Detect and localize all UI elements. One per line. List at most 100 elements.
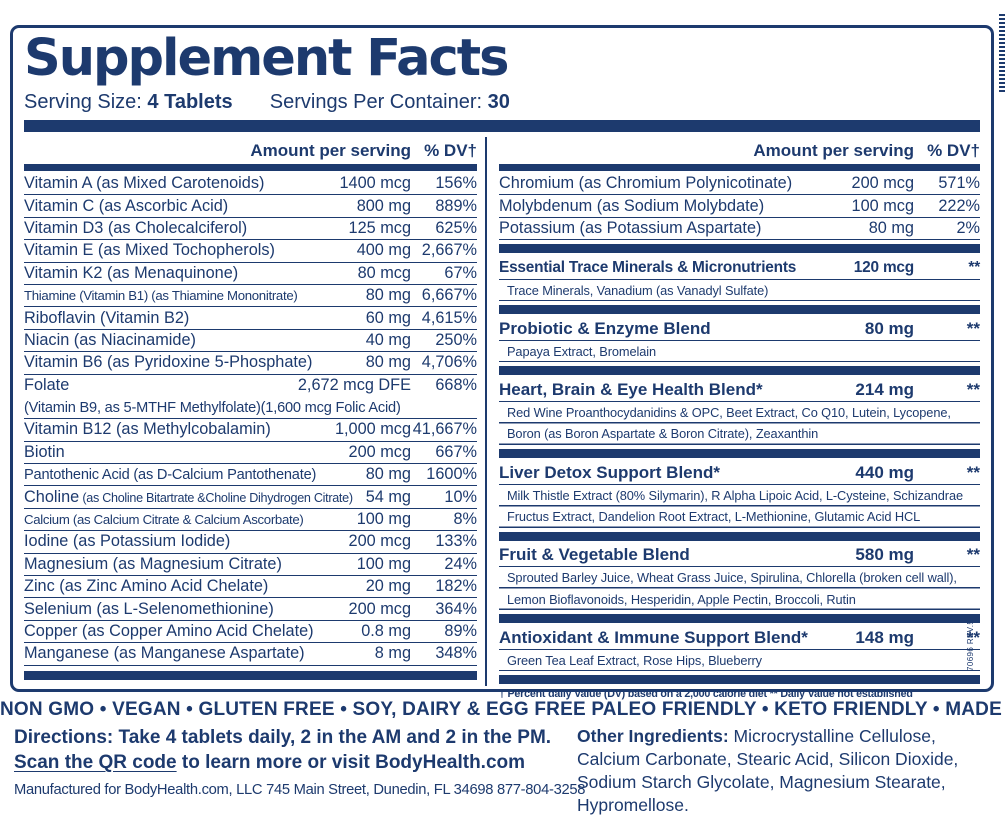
dv-footnote: † Percent daily Value (DV) based on a 2,… [499, 688, 913, 701]
nutrient-row: Folate 2,672 mcg DFE 668% [24, 375, 477, 397]
nutrient-dv: 364% [435, 599, 477, 618]
nutrient-amount: 1400 mcg [339, 174, 411, 193]
nutrient-amount: 60 mg [365, 308, 411, 327]
nutrient-dv: 133% [435, 532, 477, 551]
servings-per-container-value: 30 [487, 91, 510, 113]
nutrient-row: Iodine (as Potassium Iodide) 200 mcg 133% [24, 531, 477, 554]
nutrient-amount: 0.8 mg [361, 622, 411, 640]
nutrient-name-detail: (as Choline Bitartrate &Choline Dihydrog… [79, 490, 353, 505]
right-column: Amount per serving % DV† Chromium (as Ch… [487, 137, 980, 700]
facts-columns: Amount per serving % DV† Vitamin A (as M… [24, 137, 980, 700]
nutrient-row: Vitamin B6 (as Pyridoxine 5-Phosphate) 80… [24, 352, 477, 375]
blend-ingredients: Green Tea Leaf Extract, Rose Hips, Blueb… [499, 649, 980, 672]
nutrient-row: Choline (as Choline Bitartrate &Choline … [24, 486, 477, 509]
nutrient-row: Selenium (as L-Selenomethionine) 200 mcg 3… [24, 598, 477, 621]
nutrient-name: Folate [24, 376, 70, 395]
nutrient-name: Calcium (as Calcium Citrate & Calcium As… [24, 512, 304, 528]
nutrient-amount: 100 mg [356, 510, 411, 529]
nutrient-row: Biotin 200 mcg 667% [24, 442, 477, 465]
blend-amount: 440 mg [855, 462, 914, 482]
nutrient-name: Vitamin B12 (as Methylcobalamin) [24, 420, 271, 439]
left-column-end-rule [24, 670, 477, 680]
blend-header: Heart, Brain & Eye Health Blend* 214 mg ** [499, 379, 980, 402]
nutrient-row: Vitamin B12 (as Methylcobalamin) 1,000 mc… [24, 419, 477, 442]
nutrient-amount: 80 mg [365, 286, 411, 305]
nutrient-row: Thiamine (Vitamin B1) (as Thiamine Monon… [24, 285, 477, 308]
nutrient-dv: 4,615% [421, 308, 477, 327]
column-divider [485, 137, 487, 686]
nutrient-dv: 625% [435, 218, 477, 237]
nutrient-row: Pantothenic Acid (as D-Calcium Pantothen… [24, 464, 477, 487]
nutrient-name: Copper (as Copper Amino Acid Chelate) [24, 622, 314, 640]
right-column-header: Amount per serving % DV† [499, 137, 980, 161]
nutrient-amount: 100 mg [356, 554, 411, 573]
blend-name: Probiotic & Enzyme Blend [499, 319, 711, 339]
nutrient-amount: 8 mg [374, 644, 411, 663]
nutrient-dv: 2% [956, 218, 980, 237]
nutrient-row: Magnesium (as Magnesium Citrate) 100 mg 24… [24, 554, 477, 577]
left-column: Amount per serving % DV† Vitamin A (as M… [24, 137, 485, 686]
dv-header: % DV† [927, 141, 980, 160]
column-rule-medium [499, 164, 980, 171]
nutrient-row: Vitamin K2 (as Menaquinone) 80 mcg 67% [24, 263, 477, 285]
nutrient-row: Calcium (as Calcium Citrate & Calcium As… [24, 509, 477, 532]
nutrient-dv: 222% [938, 196, 980, 215]
nutrient-name: Vitamin C (as Ascorbic Acid) [24, 196, 229, 215]
print-revision-code: 70696 REV.5 [966, 619, 975, 671]
nutrient-amount: 2,672 mcg DFE [297, 376, 411, 395]
nutrient-dv: 571% [938, 174, 980, 193]
supplement-facts-panel: Supplement Facts Serving Size: 4 Tablets… [10, 25, 994, 700]
nutrient-name: Pantothenic Acid (as D-Calcium Pantothen… [24, 466, 317, 483]
blend-ingredients: Sprouted Barley Juice, Wheat Grass Juice… [499, 567, 980, 611]
nutrient-dv: 667% [435, 442, 477, 461]
blend-separator-rule [499, 531, 980, 541]
nutrient-dv: 6,667% [421, 286, 477, 305]
nutrient-name: Manganese (as Manganese Aspartate) [24, 644, 305, 663]
nutrient-name: Biotin [24, 442, 65, 461]
amount-header: Amount per serving [753, 141, 914, 160]
nutrient-name: Vitamin D3 (as Cholecalciferol) [24, 218, 248, 237]
nutrient-name: Molybdenum (as Sodium Molybdate) [499, 196, 765, 215]
nutrient-row: Riboflavin (Vitamin B2) 60 mg 4,615% [24, 307, 477, 330]
left-column-header: Amount per serving % DV† [24, 137, 477, 161]
nutrient-subline: (Vitamin B9, as 5-MTHF Methylfolate)(1,6… [24, 397, 477, 420]
other-ingredients-block: Other Ingredients: Microcrystalline Cell… [577, 725, 1002, 817]
directions-text: Take 4 tablets daily, 2 in the AM and 2 … [113, 727, 552, 748]
nutrient-dv: 668% [435, 376, 477, 395]
blend-ingredients: Papaya Extract, Bromelain [499, 340, 980, 363]
left-rows: Vitamin A (as Mixed Carotenoids) 1400 mcg… [24, 173, 477, 666]
blend-amount: 148 mg [855, 627, 914, 647]
nutrient-row: Niacin (as Niacinamide) 40 mg 250% [24, 330, 477, 353]
scan-qr-link: Scan the QR code [14, 752, 177, 773]
blend-separator-rule [499, 244, 980, 254]
amount-header: Amount per serving [250, 141, 411, 160]
nutrient-row: Manganese (as Manganese Aspartate) 8 mg 34… [24, 643, 477, 666]
blend-ingredients: Red Wine Proanthocydanidins & OPC, Beet … [499, 401, 980, 445]
blend-separator-rule [499, 448, 980, 458]
nutrient-amount: 200 mcg [348, 599, 411, 618]
blend-header: Probiotic & Enzyme Blend 80 mg ** [499, 318, 980, 341]
nutrient-dv: 8% [453, 510, 477, 529]
nutrient-amount: 200 mcg [348, 442, 411, 461]
nutrient-dv: 250% [435, 330, 477, 349]
nutrient-row: Vitamin C (as Ascorbic Acid) 800 mg 889% [24, 195, 477, 218]
nutrient-amount: 800 mg [356, 196, 411, 215]
blend-separator-rule [499, 675, 980, 685]
nutrient-name: Choline (as Choline Bitartrate &Choline … [24, 487, 353, 506]
nutrient-amount: 54 mg [365, 487, 411, 506]
blend-separator-rule [499, 366, 980, 376]
nutrient-amount: 200 mcg [851, 174, 914, 193]
nutrient-name: Vitamin B6 (as Pyridoxine 5-Phosphate) [24, 353, 313, 372]
nutrient-amount: 125 mcg [348, 218, 411, 237]
nutrient-row: Vitamin E (as Mixed Tochopherols) 400 mg 2… [24, 240, 477, 263]
nutrient-dv: 348% [435, 644, 477, 663]
nutrient-dv: 1600% [426, 465, 477, 484]
nutrient-dv: 41,667% [412, 420, 477, 439]
nutrient-dv: 10% [444, 487, 477, 506]
nutrient-name: Vitamin K2 (as Menaquinone) [24, 263, 239, 282]
nutrient-amount: 80 mg [365, 465, 411, 484]
serving-size-value: 4 Tablets [147, 91, 233, 113]
edge-print-marks-icon [999, 14, 1005, 92]
blend-dv: ** [966, 462, 980, 482]
nutrient-amount: 1,000 mcg [334, 420, 411, 439]
